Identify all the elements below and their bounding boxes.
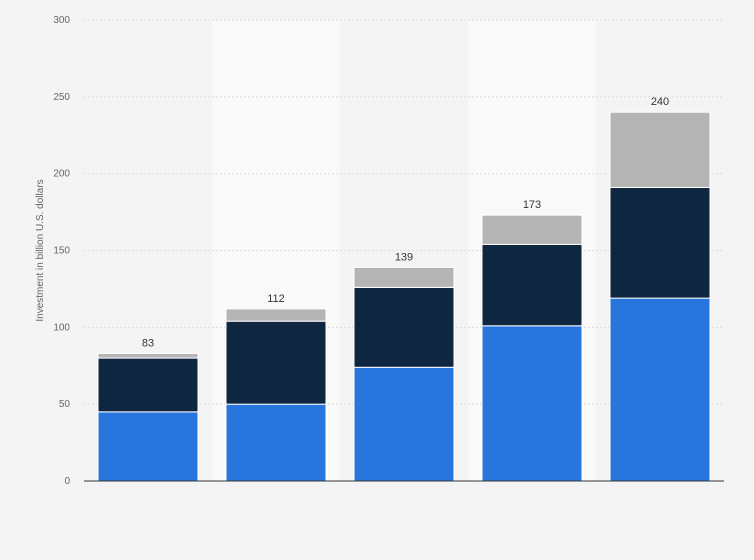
bar-segment-3[interactable]	[97, 352, 199, 359]
bar-segment-1[interactable]	[609, 297, 711, 482]
bar-segment-2[interactable]	[225, 320, 327, 405]
y-tick-label: 0	[64, 476, 70, 487]
bar-segment-1[interactable]	[481, 325, 583, 482]
y-tick-label: 200	[53, 169, 70, 180]
total-label: 83	[142, 337, 154, 349]
bar-segment-1[interactable]	[97, 411, 199, 482]
bar-segment-2[interactable]	[97, 357, 199, 413]
y-tick-label: 50	[59, 399, 71, 410]
y-tick-label: 250	[53, 92, 70, 103]
bar-segment-2[interactable]	[481, 243, 583, 327]
total-label: 112	[267, 293, 285, 305]
total-label: 139	[395, 251, 413, 263]
bar-segment-3[interactable]	[353, 266, 455, 288]
bar-segment-1[interactable]	[225, 403, 327, 482]
y-axis-ticks: 0 50 100 150 200 250 300	[53, 15, 70, 487]
total-label: 240	[651, 96, 669, 108]
bar-segment-3[interactable]	[481, 214, 583, 245]
total-label: 173	[523, 199, 541, 211]
y-tick-label: 100	[53, 322, 70, 333]
bars	[97, 111, 711, 482]
bar-segment-1[interactable]	[353, 366, 455, 482]
bar-segment-2[interactable]	[353, 286, 455, 368]
total-labels: 83 112 139 173 240	[142, 96, 669, 349]
bar-segment-3[interactable]	[225, 308, 327, 322]
bar-segment-3[interactable]	[609, 111, 711, 188]
y-tick-label: 150	[53, 246, 70, 257]
y-axis-title: Investment in billion U.S. dollars	[35, 179, 46, 321]
bar-segment-2[interactable]	[609, 186, 711, 299]
y-tick-label: 300	[53, 15, 70, 26]
